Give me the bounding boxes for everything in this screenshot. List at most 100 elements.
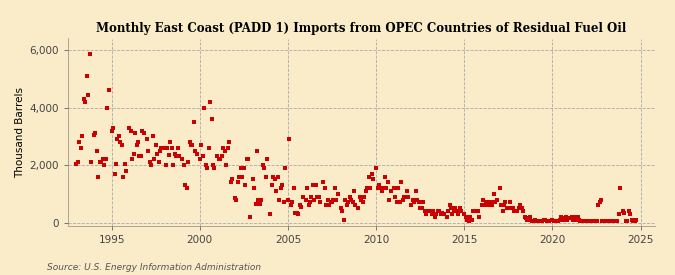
Point xyxy=(294,203,305,208)
Point xyxy=(588,219,599,223)
Point xyxy=(393,186,404,190)
Point xyxy=(522,218,533,222)
Point xyxy=(402,189,412,193)
Point xyxy=(111,161,122,166)
Point xyxy=(403,194,414,199)
Point xyxy=(205,100,215,104)
Point xyxy=(397,197,408,202)
Point xyxy=(230,196,240,200)
Point xyxy=(488,192,499,196)
Point xyxy=(184,140,195,144)
Point xyxy=(333,192,344,196)
Point xyxy=(124,125,134,130)
Point xyxy=(497,209,508,213)
Point xyxy=(142,137,153,141)
Point xyxy=(237,174,248,179)
Point xyxy=(584,219,595,223)
Point xyxy=(600,219,611,223)
Point xyxy=(520,216,531,221)
Point xyxy=(398,194,409,199)
Point xyxy=(178,163,189,167)
Point xyxy=(525,215,536,219)
Point xyxy=(360,189,371,193)
Point xyxy=(165,140,176,144)
Point xyxy=(583,219,593,223)
Point xyxy=(171,154,182,159)
Point xyxy=(86,160,97,164)
Point xyxy=(292,210,302,215)
Point xyxy=(253,197,264,202)
Point xyxy=(595,197,606,202)
Point xyxy=(136,154,146,159)
Point xyxy=(180,183,190,188)
Point xyxy=(459,212,470,216)
Point xyxy=(194,157,205,161)
Point xyxy=(265,212,275,216)
Point xyxy=(484,200,495,205)
Point xyxy=(300,197,311,202)
Point xyxy=(531,219,541,223)
Point xyxy=(470,209,481,213)
Point xyxy=(453,212,464,216)
Point xyxy=(587,219,597,223)
Point xyxy=(408,197,418,202)
Point xyxy=(78,97,89,101)
Point xyxy=(309,197,320,202)
Point xyxy=(609,219,620,223)
Point xyxy=(612,219,622,223)
Point xyxy=(625,212,636,216)
Point xyxy=(509,209,520,213)
Point xyxy=(499,203,510,208)
Point xyxy=(466,218,477,222)
Point xyxy=(102,105,113,110)
Point xyxy=(188,120,199,124)
Point xyxy=(359,194,370,199)
Point xyxy=(566,215,577,219)
Point xyxy=(450,206,461,210)
Point xyxy=(444,203,455,208)
Point xyxy=(418,200,429,205)
Point xyxy=(435,212,446,216)
Point xyxy=(318,180,329,185)
Point xyxy=(354,194,365,199)
Point xyxy=(272,174,283,179)
Point xyxy=(487,203,497,208)
Point xyxy=(503,206,514,210)
Point xyxy=(296,205,306,209)
Point xyxy=(308,183,319,188)
Point xyxy=(472,209,483,213)
Point xyxy=(447,212,458,216)
Point xyxy=(88,133,99,137)
Point xyxy=(590,219,601,223)
Point xyxy=(331,197,342,202)
Point xyxy=(622,219,633,223)
Point xyxy=(368,177,379,182)
Point xyxy=(119,161,130,166)
Point xyxy=(365,186,376,190)
Point xyxy=(71,161,82,166)
Point xyxy=(624,209,634,213)
Point xyxy=(613,212,624,216)
Point xyxy=(551,219,562,223)
Point xyxy=(574,218,585,222)
Point xyxy=(549,219,560,223)
Point xyxy=(431,212,442,216)
Point xyxy=(396,180,406,185)
Point xyxy=(375,186,386,190)
Point xyxy=(565,216,576,221)
Point xyxy=(72,160,83,164)
Point xyxy=(362,186,373,190)
Point xyxy=(378,186,389,190)
Point xyxy=(491,197,502,202)
Point xyxy=(95,160,105,164)
Point xyxy=(335,206,346,210)
Point xyxy=(377,189,387,193)
Point xyxy=(127,157,138,161)
Point xyxy=(162,146,173,150)
Point xyxy=(137,128,148,133)
Point xyxy=(250,202,261,206)
Point xyxy=(222,146,233,150)
Point xyxy=(424,209,435,213)
Title: Monthly East Coast (PADD 1) Imports from OPEC Countries of Residual Fuel Oil: Monthly East Coast (PADD 1) Imports from… xyxy=(96,21,626,35)
Point xyxy=(513,206,524,210)
